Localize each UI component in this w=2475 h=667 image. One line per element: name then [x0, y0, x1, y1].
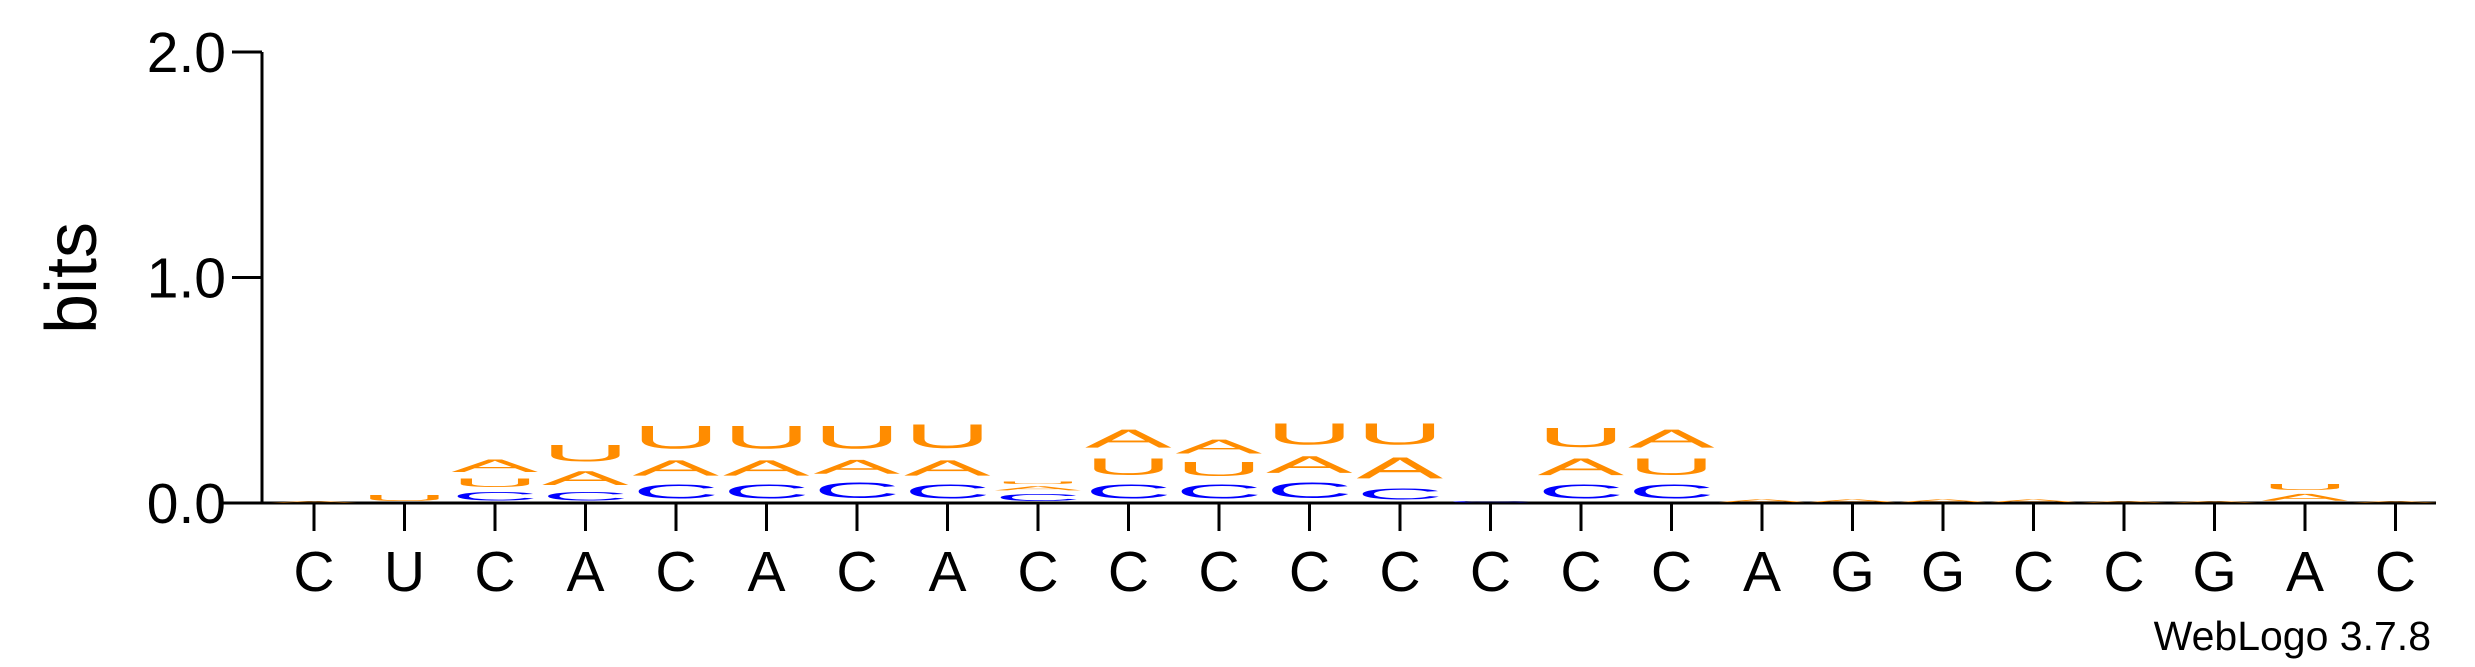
y-tick-label: 1.0 — [147, 247, 226, 311]
x-tick-label: C — [1198, 540, 1239, 604]
logo-letter: U — [1538, 422, 1625, 454]
logo-letter: C — [633, 481, 720, 503]
logo-letter: U — [452, 476, 539, 489]
x-tick-label: A — [1743, 540, 1781, 604]
x-tick-label: C — [2375, 540, 2416, 604]
logo-letter: U — [361, 494, 448, 503]
logo-letter: A — [1809, 499, 1895, 503]
x-tick-label: A — [2286, 540, 2324, 604]
x-tick-label: C — [2103, 540, 2144, 604]
logo-letter: A — [542, 467, 629, 490]
logo-letter: U — [1357, 417, 1444, 451]
x-tick-label: C — [1470, 540, 1511, 604]
y-axis-label: bits — [32, 222, 112, 334]
logo-letter: U — [1266, 417, 1353, 451]
logo-letter: C — [1538, 481, 1625, 503]
logo-letter: A — [1628, 424, 1715, 453]
logo-letter: C — [1447, 501, 1534, 503]
x-tick-label: C — [836, 540, 877, 604]
logo-letter: C — [723, 481, 810, 503]
x-tick-label: G — [1830, 540, 1874, 604]
logo-letter: C — [1085, 481, 1172, 503]
logo-letter: A — [2262, 492, 2349, 503]
logo-letter: A — [1266, 451, 1354, 478]
logo-letter: C — [1176, 481, 1263, 503]
logo-letter: C — [1628, 481, 1715, 503]
logo-letter: A — [1719, 499, 1805, 503]
logo-letter: U — [995, 480, 1082, 484]
logo-letter: U — [723, 419, 810, 455]
x-tick-label: A — [747, 540, 785, 604]
logo-letter: A — [2352, 501, 2438, 503]
footer: WebLogo 3.7.8 — [2154, 613, 2431, 659]
y-tick-label: 2.0 — [147, 21, 226, 85]
logo-letter: C — [904, 481, 991, 503]
x-tick-label: A — [928, 540, 966, 604]
logo-letter: A — [271, 501, 357, 503]
logo-letter: U — [904, 417, 991, 455]
x-tick-label: C — [1379, 540, 1420, 604]
logo-letter: A — [2171, 501, 2257, 503]
x-tick-label: C — [2013, 540, 2054, 604]
x-tick-label: C — [1560, 540, 1601, 604]
x-tick-label: C — [474, 540, 515, 604]
x-tick-label: C — [655, 540, 696, 604]
logo-letter: A — [723, 456, 809, 481]
logo-letter: A — [814, 456, 901, 479]
logo-letter: U — [1628, 453, 1715, 480]
logo-letter: A — [2081, 501, 2167, 503]
logo-letter: A — [633, 456, 719, 481]
logo-letter: A — [452, 456, 539, 476]
logo-letter: U — [1085, 453, 1172, 480]
logo-letter: A — [1085, 424, 1172, 453]
logo-letter: A — [904, 456, 990, 481]
logo-letter: A — [1176, 435, 1263, 458]
logo-letter: A — [1538, 453, 1626, 480]
logo-letter: C — [542, 490, 629, 503]
x-tick-label: C — [293, 540, 334, 604]
x-tick-label: A — [566, 540, 604, 604]
logo-letter: C — [452, 490, 539, 503]
logo-letter: U — [1176, 458, 1263, 480]
logo-letter: A — [1990, 499, 2076, 503]
x-tick-label: C — [1108, 540, 1149, 604]
logo-letter: C — [1357, 485, 1444, 503]
x-tick-label: C — [1017, 540, 1058, 604]
x-tick-label: C — [1651, 540, 1692, 604]
x-tick-label: G — [2192, 540, 2236, 604]
logo-letter: U — [814, 419, 901, 455]
logo-letter: A — [995, 485, 1083, 492]
logo-letter: U — [2262, 483, 2349, 492]
logo-letter: U — [542, 440, 629, 467]
y-tick-label: 0.0 — [147, 472, 226, 536]
logo-letter: C — [995, 492, 1082, 503]
logo-letter: C — [814, 478, 901, 503]
x-tick-label: U — [384, 540, 425, 604]
x-tick-label: G — [1921, 540, 1965, 604]
logo-letter: C — [1266, 478, 1353, 503]
logo-letter: A — [1900, 499, 1986, 503]
x-tick-label: C — [1289, 540, 1330, 604]
logo-letter: U — [633, 419, 720, 455]
logo-letter: A — [1357, 451, 1444, 485]
